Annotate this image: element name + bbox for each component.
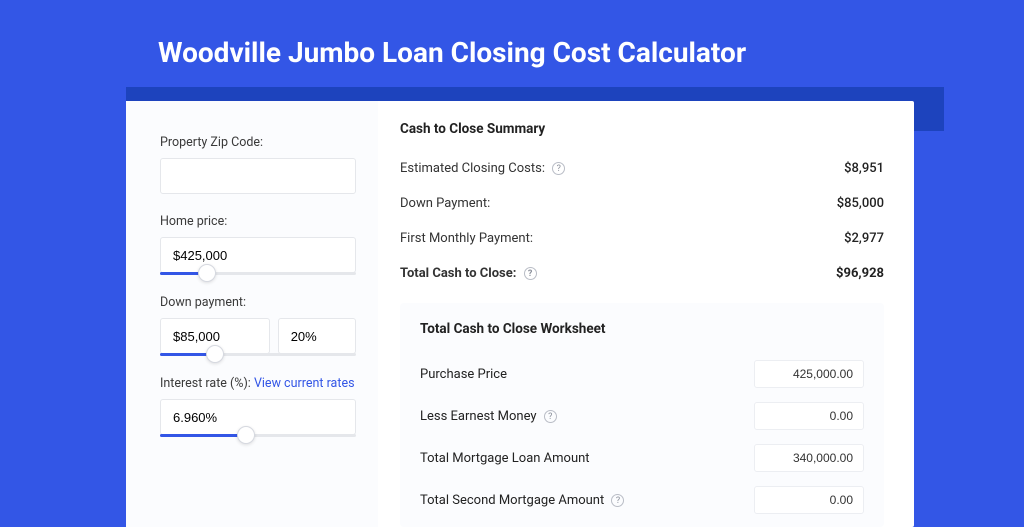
home-price-input[interactable] xyxy=(160,237,356,273)
worksheet-row-mortgage-amount: Total Mortgage Loan Amount xyxy=(420,437,864,479)
down-payment-field-group: Down payment: xyxy=(160,295,356,356)
interest-rate-input[interactable] xyxy=(160,399,356,435)
summary-row-down-payment: Down Payment: $85,000 xyxy=(400,188,884,223)
interest-rate-label: Interest rate (%): View current rates xyxy=(160,376,356,391)
down-payment-slider[interactable] xyxy=(160,353,356,356)
home-price-slider-thumb[interactable] xyxy=(198,264,216,282)
interest-rate-label-text: Interest rate (%): xyxy=(160,376,254,391)
summary-row-first-payment: First Monthly Payment: $2,977 xyxy=(400,223,884,258)
zip-label: Property Zip Code: xyxy=(160,135,356,150)
interest-rate-slider-thumb[interactable] xyxy=(237,426,255,444)
worksheet-row-earnest-money: Less Earnest Money ? xyxy=(420,395,864,437)
summary-total-label: Total Cash to Close: xyxy=(400,266,516,281)
worksheet-title: Total Cash to Close Worksheet xyxy=(420,321,864,337)
summary-value: $2,977 xyxy=(844,231,884,246)
home-price-field-group: Home price: xyxy=(160,214,356,275)
summary-value: $85,000 xyxy=(837,196,884,211)
page-title: Woodville Jumbo Loan Closing Cost Calcul… xyxy=(0,0,1024,87)
interest-rate-slider[interactable] xyxy=(160,434,356,437)
worksheet-value-input[interactable] xyxy=(754,486,864,514)
summary-row-closing-costs: Estimated Closing Costs: ? $8,951 xyxy=(400,153,884,188)
zip-input[interactable] xyxy=(160,158,356,194)
summary-row-total: Total Cash to Close: ? $96,928 xyxy=(400,258,884,293)
form-column: Property Zip Code: Home price: Down paym… xyxy=(126,101,378,527)
help-icon[interactable]: ? xyxy=(552,162,565,175)
down-payment-percent-input[interactable] xyxy=(278,318,356,354)
worksheet-value-input[interactable] xyxy=(754,360,864,388)
worksheet-row-second-mortgage: Total Second Mortgage Amount ? xyxy=(420,479,864,521)
results-column: Cash to Close Summary Estimated Closing … xyxy=(378,101,914,527)
worksheet-label: Less Earnest Money xyxy=(420,409,537,424)
help-icon[interactable]: ? xyxy=(611,494,624,507)
summary-label: Down Payment: xyxy=(400,196,490,211)
help-icon[interactable]: ? xyxy=(524,267,537,280)
down-payment-label: Down payment: xyxy=(160,295,356,310)
summary-label: Estimated Closing Costs: xyxy=(400,161,545,176)
summary-value: $8,951 xyxy=(844,161,884,176)
summary-title: Cash to Close Summary xyxy=(400,121,884,137)
worksheet-panel: Total Cash to Close Worksheet Purchase P… xyxy=(400,303,884,527)
worksheet-value-input[interactable] xyxy=(754,444,864,472)
summary-label: First Monthly Payment: xyxy=(400,231,533,246)
summary-total-value: $96,928 xyxy=(836,266,884,281)
view-rates-link[interactable]: View current rates xyxy=(254,376,355,391)
home-price-slider[interactable] xyxy=(160,272,356,275)
worksheet-label: Total Second Mortgage Amount xyxy=(420,493,604,508)
worksheet-label: Total Mortgage Loan Amount xyxy=(420,451,590,466)
zip-field-group: Property Zip Code: xyxy=(160,135,356,194)
help-icon[interactable]: ? xyxy=(544,410,557,423)
home-price-label: Home price: xyxy=(160,214,356,229)
worksheet-value-input[interactable] xyxy=(754,402,864,430)
calculator-panel: Property Zip Code: Home price: Down paym… xyxy=(126,101,914,527)
interest-rate-field-group: Interest rate (%): View current rates xyxy=(160,376,356,437)
worksheet-label: Purchase Price xyxy=(420,367,507,382)
worksheet-row-purchase-price: Purchase Price xyxy=(420,353,864,395)
down-payment-slider-thumb[interactable] xyxy=(206,345,224,363)
